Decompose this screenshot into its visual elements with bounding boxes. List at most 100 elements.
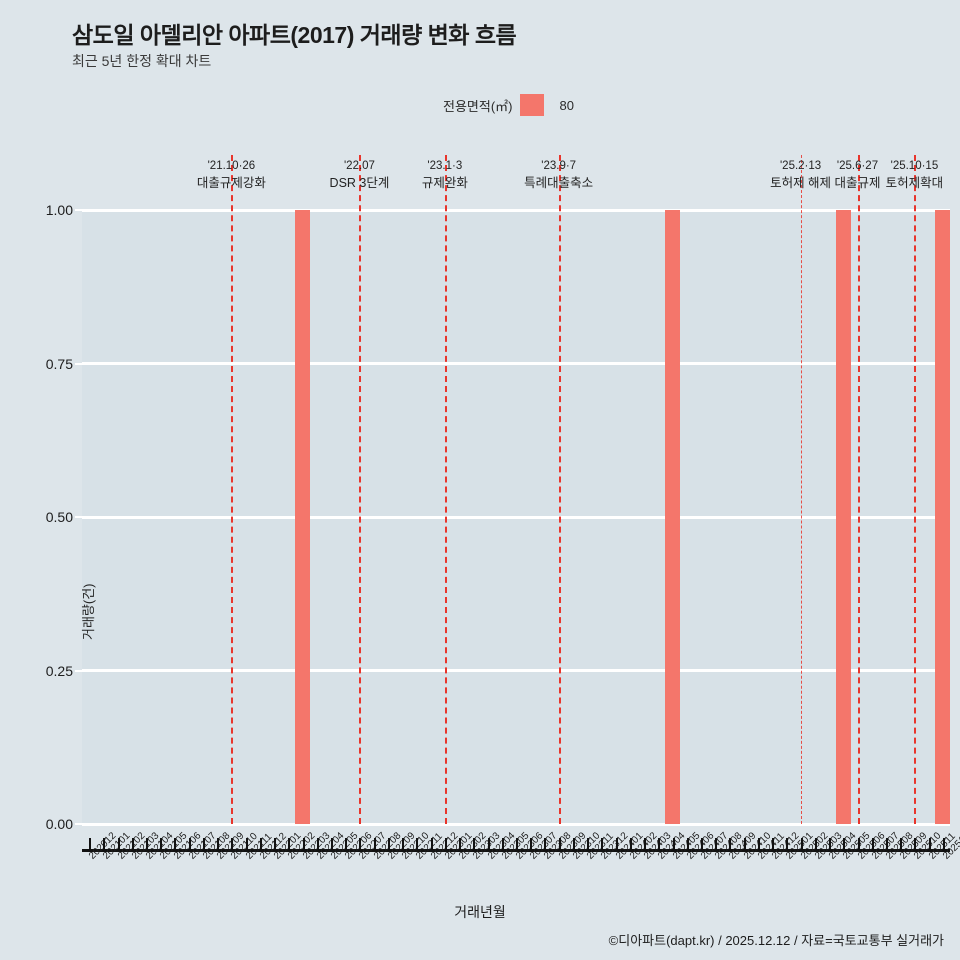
event-line-202309 <box>558 155 561 824</box>
x-tick-mark-202312 <box>601 838 604 850</box>
x-tick-mark-202305 <box>501 838 504 850</box>
bar-202203[interactable] <box>295 210 311 824</box>
chart-title: 삼도일 아델리안 아파트(2017) 거래량 변화 흐름 <box>72 22 517 48</box>
event-line-202110 <box>231 155 234 824</box>
chart-legend: 전용면적(㎡) 80 <box>443 94 574 116</box>
x-tick-mark-202207 <box>359 838 362 850</box>
x-tick-mark-202106 <box>174 838 177 850</box>
x-axis-line <box>82 849 950 852</box>
event-annotation-202301: '23.1·3 규제완화 <box>422 158 468 192</box>
x-tick-mark-202306 <box>516 838 518 850</box>
bar-202505[interactable] <box>835 210 851 824</box>
event-line-202502 <box>800 155 802 824</box>
x-tick-mark-202402 <box>629 838 632 850</box>
x-tick-mark-202511 <box>928 838 931 850</box>
x-tick-mark-202403 <box>644 838 647 850</box>
event-date-202309: '23.9·7 <box>541 160 577 172</box>
event-date-202502: '25.2·13 <box>779 160 822 172</box>
event-label-202309: 특례대출축소 <box>524 176 594 190</box>
x-tick-mark-202307 <box>530 838 533 850</box>
x-tick-mark-202302 <box>459 838 462 850</box>
x-tick-mark-202308 <box>544 838 547 850</box>
y-axis-label: 거래량(건) <box>81 583 96 641</box>
event-date-202110: '21.10·26 <box>207 160 256 172</box>
x-tick-mark-202408 <box>715 838 718 850</box>
gridline-0.75 <box>82 362 950 365</box>
x-tick-mark-202505 <box>843 838 846 850</box>
x-tick-mark-202206 <box>345 838 348 850</box>
x-tick-mark-202410 <box>743 838 746 850</box>
x-axis-label: 거래년월 <box>454 904 506 920</box>
event-date-202506: '25.6·27 <box>836 160 879 172</box>
x-tick-mark-202212 <box>430 838 433 850</box>
legend-swatch-80 <box>519 94 544 116</box>
event-annotation-202506: '25.6·27 대출규제 <box>834 158 880 192</box>
x-tick-mark-202211 <box>416 838 419 850</box>
y-tick-mark-0.25 <box>75 669 82 672</box>
legend-title: 전용면적(㎡) <box>443 98 513 114</box>
x-tick-mark-202510 <box>914 838 917 850</box>
x-tick-mark-202411 <box>757 838 760 850</box>
x-tick-mark-202110 <box>231 838 234 850</box>
x-tick-mark-202112 <box>259 838 262 850</box>
event-annotation-202309: '23.9·7 특례대출축소 <box>524 158 593 192</box>
event-date-202510: '25.10·15 <box>890 160 939 172</box>
y-tick-label-0.50: 0.50 <box>45 509 73 525</box>
x-tick-mark-202109 <box>217 838 220 850</box>
x-tick-mark-202111 <box>245 838 248 850</box>
x-tick-mark-202409 <box>729 838 732 850</box>
x-tick-mark-202301 <box>444 838 447 850</box>
chart-footer-credit: ©디아파트(dapt.kr) / 2025.12.12 / 자료=국토교통부 실… <box>608 933 944 948</box>
x-tick-mark-202012 <box>89 838 92 850</box>
event-annotation-202510: '25.10·15 토허제확대 <box>886 158 944 192</box>
gridline-1.00 <box>82 208 950 212</box>
y-tick-mark-0.50 <box>75 516 82 518</box>
x-tick-mark-202310 <box>572 838 575 850</box>
x-tick-mark-202311 <box>587 838 590 850</box>
x-tick-mark-202502 <box>800 838 803 850</box>
x-tick-mark-202309 <box>558 838 561 850</box>
x-tick-mark-202508 <box>885 838 888 850</box>
x-tick-mark-202202 <box>288 838 291 850</box>
plot-area: 0.00 0.25 0.50 0.75 1.00 거래량(건) <box>46 155 951 832</box>
x-tick-mark-202209 <box>387 838 390 850</box>
y-tick-label-0.75: 0.75 <box>45 355 73 372</box>
x-tick-mark-202105 <box>160 838 163 850</box>
x-tick-mark-202104 <box>146 838 149 850</box>
x-tick-mark-202103 <box>131 838 134 850</box>
x-tick-mark-202504 <box>829 838 832 850</box>
event-line-202207 <box>359 155 362 824</box>
gridline-0.25 <box>82 669 950 672</box>
x-tick-mark-202102 <box>117 838 120 850</box>
event-date-202301: '23.1·3 <box>427 160 463 172</box>
event-line-202510 <box>914 155 917 824</box>
event-label-202510: 토허제확대 <box>885 176 944 190</box>
y-tick-label-1.00: 1.00 <box>45 202 73 218</box>
x-tick-mark-202503 <box>814 838 817 850</box>
x-tick-mark-202205 <box>331 838 334 850</box>
y-tick-mark-0.00 <box>75 823 82 825</box>
x-tick-mark-202203 <box>302 838 305 850</box>
legend-value-80: 80 <box>559 97 574 113</box>
event-date-202207: '22.07 <box>343 160 375 172</box>
event-label-202207: DSR 3단계 <box>329 176 390 190</box>
x-tick-mark-202405 <box>672 838 675 850</box>
x-tick-mark-202509 <box>900 838 903 850</box>
x-tick-mark-202101 <box>103 838 106 850</box>
x-tick-mark-202304 <box>487 838 490 850</box>
x-tick-mark-202108 <box>202 838 205 850</box>
x-tick-mark-202404 <box>658 838 661 850</box>
x-tick-mark-202406 <box>686 838 689 850</box>
event-label-202110: 대출규제강화 <box>196 176 266 190</box>
x-tick-mark-202506 <box>857 838 860 850</box>
bar-202405[interactable] <box>665 210 681 824</box>
y-tick-label-0.00: 0.00 <box>45 816 73 832</box>
chart-subtitle: 최근 5년 한정 확대 차트 <box>72 53 212 69</box>
bar-202512[interactable] <box>935 210 951 824</box>
x-tick-mark-202303 <box>473 838 476 850</box>
x-tick-mark-202210 <box>402 838 405 850</box>
event-line-202506 <box>857 155 860 824</box>
x-tick-mark-202501 <box>786 838 789 850</box>
gridline-0.00 <box>82 822 950 826</box>
